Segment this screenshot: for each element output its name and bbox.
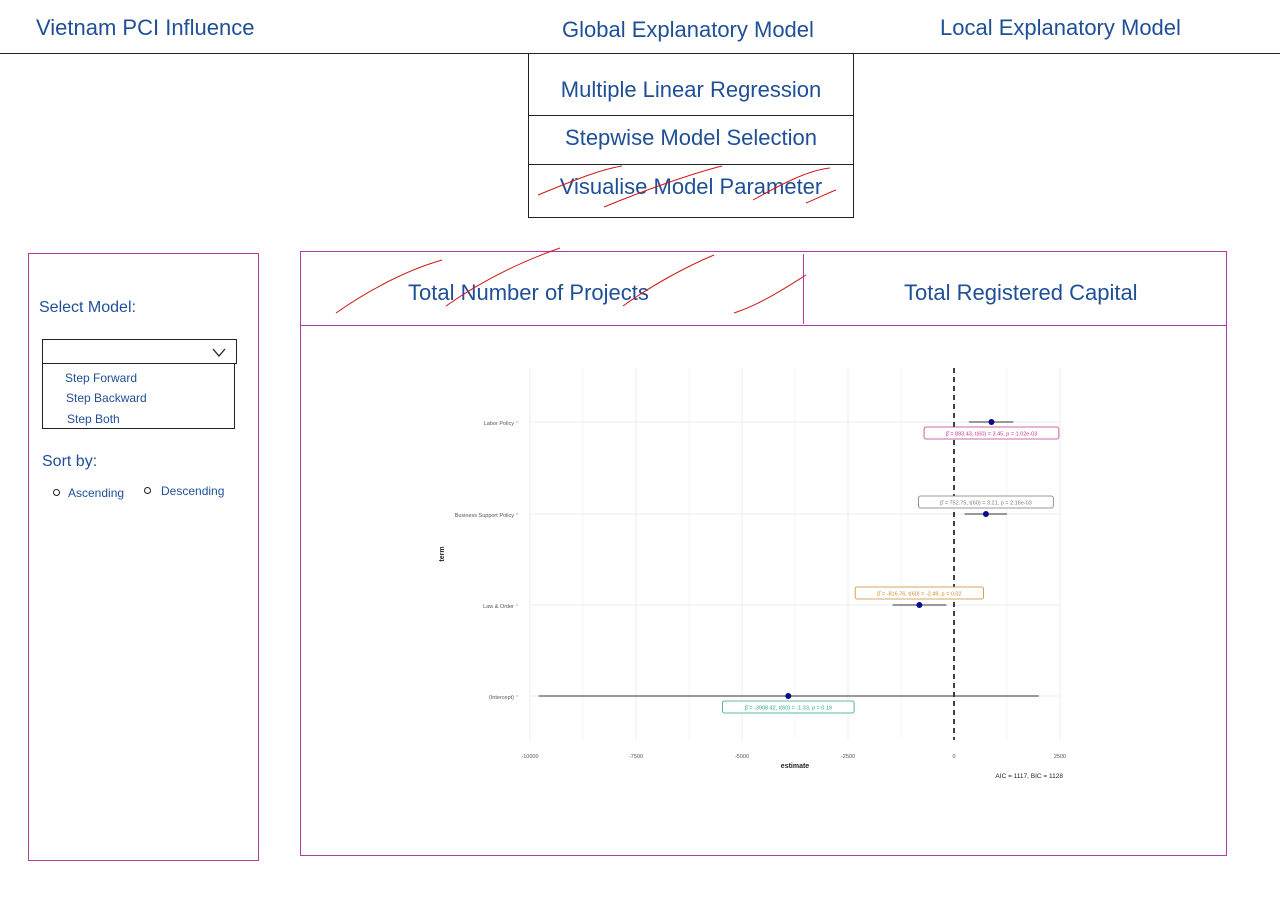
model-options-list: Step Forward Step Backward Step Both (42, 364, 235, 429)
estimate-point (916, 602, 923, 608)
y-tick-label: Law & Order (483, 604, 514, 610)
app-title: Vietnam PCI Influence (36, 15, 255, 40)
coefficient-chart: Labor Policy β̂ = 883.43, t(60) = 3.45, p… (439, 368, 1066, 780)
y-tick-label: Labor Policy (484, 421, 515, 427)
model-select[interactable] (42, 339, 237, 364)
radio-descending[interactable] (144, 487, 151, 494)
tab-divider (803, 254, 804, 324)
x-axis-title: estimate (781, 763, 810, 770)
menu-item-visualise-model-parameter[interactable]: Visualise Model Parameter (559, 174, 823, 199)
x-tick-label: -2500 (841, 754, 855, 760)
x-tick-label: -5000 (735, 754, 749, 760)
option-step-backward[interactable]: Step Backward (66, 391, 147, 405)
descending-label: Descending (161, 484, 225, 498)
x-tick-label: 2500 (1054, 754, 1066, 760)
estimate-point (988, 419, 995, 425)
x-tick-label: -10000 (521, 754, 538, 760)
chevron-down-icon (212, 348, 226, 357)
tab-total-registered-capital[interactable]: Total Registered Capital (904, 280, 1138, 305)
x-tick-label: 0 (952, 754, 955, 760)
chart-caption: AIC = 1117, BIC = 1128 (995, 773, 1063, 780)
estimate-label-box (854, 586, 984, 600)
menu-item-multiple-linear-regression[interactable]: Multiple Linear Regression (560, 77, 822, 102)
tab-total-number-of-projects[interactable]: Total Number of Projects (408, 280, 649, 305)
sidebar-panel: Select Model: Step Forward Step Backward… (28, 253, 259, 861)
estimate-label: β̂ = 752.75, t(60) = 3.21, p = 2.16e-03 (940, 501, 1032, 507)
estimate-label-box (923, 426, 1060, 440)
estimate-label-box (722, 700, 855, 714)
estimate-label: β̂ = -3908.42, t(60) = -1.33, p = 0.19 (745, 706, 832, 712)
ascending-label: Ascending (68, 486, 125, 500)
y-axis-title: term (439, 546, 446, 561)
y-tick-label: (Intercept) (489, 695, 514, 701)
global-model-menu: Multiple Linear Regression Stepwise Mode… (528, 53, 854, 218)
estimate-point (785, 693, 792, 699)
sort-by-label: Sort by: (42, 453, 98, 470)
menu-divider (529, 115, 853, 116)
estimate-point (982, 511, 989, 517)
radio-ascending[interactable] (53, 489, 60, 496)
nav-local-model[interactable]: Local Explanatory Model (940, 15, 1181, 40)
estimate-label-box (918, 495, 1054, 509)
y-tick-label: Business Support Policy (455, 513, 515, 519)
tab-bar-divider (301, 325, 1226, 326)
select-model-label: Select Model: (39, 299, 136, 316)
estimate-label: β̂ = 883.43, t(60) = 3.45, p = 1.02e-03 (946, 432, 1038, 438)
option-step-both[interactable]: Step Both (67, 412, 120, 426)
nav-global-model[interactable]: Global Explanatory Model (562, 17, 814, 42)
x-tick-label: -7500 (629, 754, 643, 760)
header-divider (0, 53, 1280, 54)
option-step-forward[interactable]: Step Forward (65, 371, 138, 385)
estimate-label: β̂ = -816.76, t(60) = -2.49, p = 0.02 (877, 592, 961, 598)
menu-divider (529, 164, 853, 165)
menu-item-stepwise-model-selection[interactable]: Stepwise Model Selection (565, 125, 817, 150)
